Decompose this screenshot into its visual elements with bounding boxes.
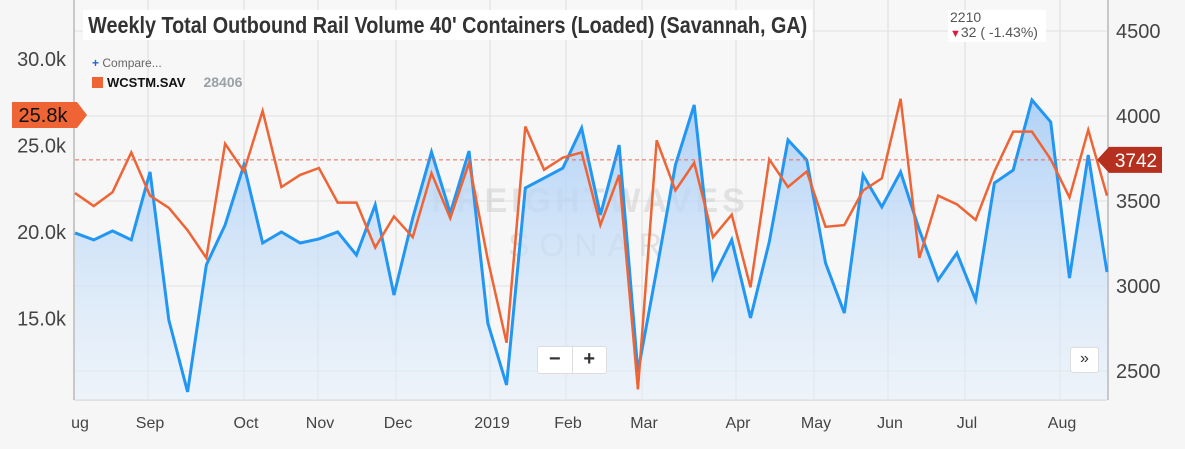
scroll-forward-button[interactable]: »: [1070, 347, 1099, 373]
x-tick-label: 2019: [474, 415, 510, 432]
x-tick-label: Sep: [136, 415, 165, 432]
right-tick-label: 3000: [1116, 276, 1161, 298]
left-current-label: 25.8k: [19, 105, 69, 127]
x-tick-label: Aug: [1048, 415, 1076, 432]
left-tick-label: 20.0k: [17, 222, 67, 244]
x-tick-label: Dec: [384, 415, 412, 432]
right-current-label: 3742: [1115, 151, 1157, 172]
change-value: 32 ( -1.43%): [960, 24, 1038, 40]
x-tick-label: Feb: [554, 415, 582, 432]
x-tick-label: ug: [71, 415, 89, 432]
chart-title: Weekly Total Outbound Rail Volume 40' Co…: [83, 10, 813, 40]
blue-series-line: [74, 96, 1109, 393]
right-tick-label: 4500: [1116, 21, 1161, 43]
x-tick-label: Apr: [726, 415, 752, 432]
right-current-label-bg: [1097, 146, 1162, 173]
legend-item-wcstm[interactable]: WCSTM.SAV 28406: [92, 74, 242, 90]
x-tick-label: Jun: [877, 415, 903, 432]
legend-value: 28406: [203, 74, 243, 90]
x-tick-label: Oct: [234, 415, 259, 432]
x-tick-label: Nov: [306, 415, 334, 432]
compare-label: Compare...: [102, 56, 162, 70]
plus-icon: +: [92, 56, 100, 70]
legend: + Compare... WCSTM.SAV 28406: [92, 56, 242, 90]
orange-series-line: [74, 98, 1109, 390]
blue-area: [75, 100, 1107, 401]
right-tick-label: 2500: [1116, 361, 1161, 383]
zoom-in-button[interactable]: +: [583, 348, 596, 370]
orange-swatch: [92, 77, 103, 88]
x-tick-label: May: [801, 415, 831, 432]
last-value: 2210: [950, 9, 982, 25]
right-tick-label: 3500: [1116, 191, 1161, 213]
x-tick-label: Jul: [957, 415, 977, 432]
legend-symbol: WCSTM.SAV: [107, 75, 186, 90]
left-tick-label: 30.0k: [17, 49, 67, 71]
left-tick-label: 25.0k: [17, 136, 67, 158]
last-value-box: 2210 ▼32 ( -1.43%): [948, 10, 1046, 42]
x-tick-label: Mar: [630, 415, 658, 432]
right-tick-label: 4000: [1116, 106, 1161, 128]
zoom-control: − +: [537, 346, 607, 374]
left-current-label-bg: [12, 102, 87, 128]
zoom-out-button[interactable]: −: [538, 347, 573, 373]
compare-button[interactable]: + Compare...: [92, 56, 242, 70]
left-tick-label: 15.0k: [17, 309, 67, 331]
down-arrow-icon: ▼: [950, 28, 961, 40]
